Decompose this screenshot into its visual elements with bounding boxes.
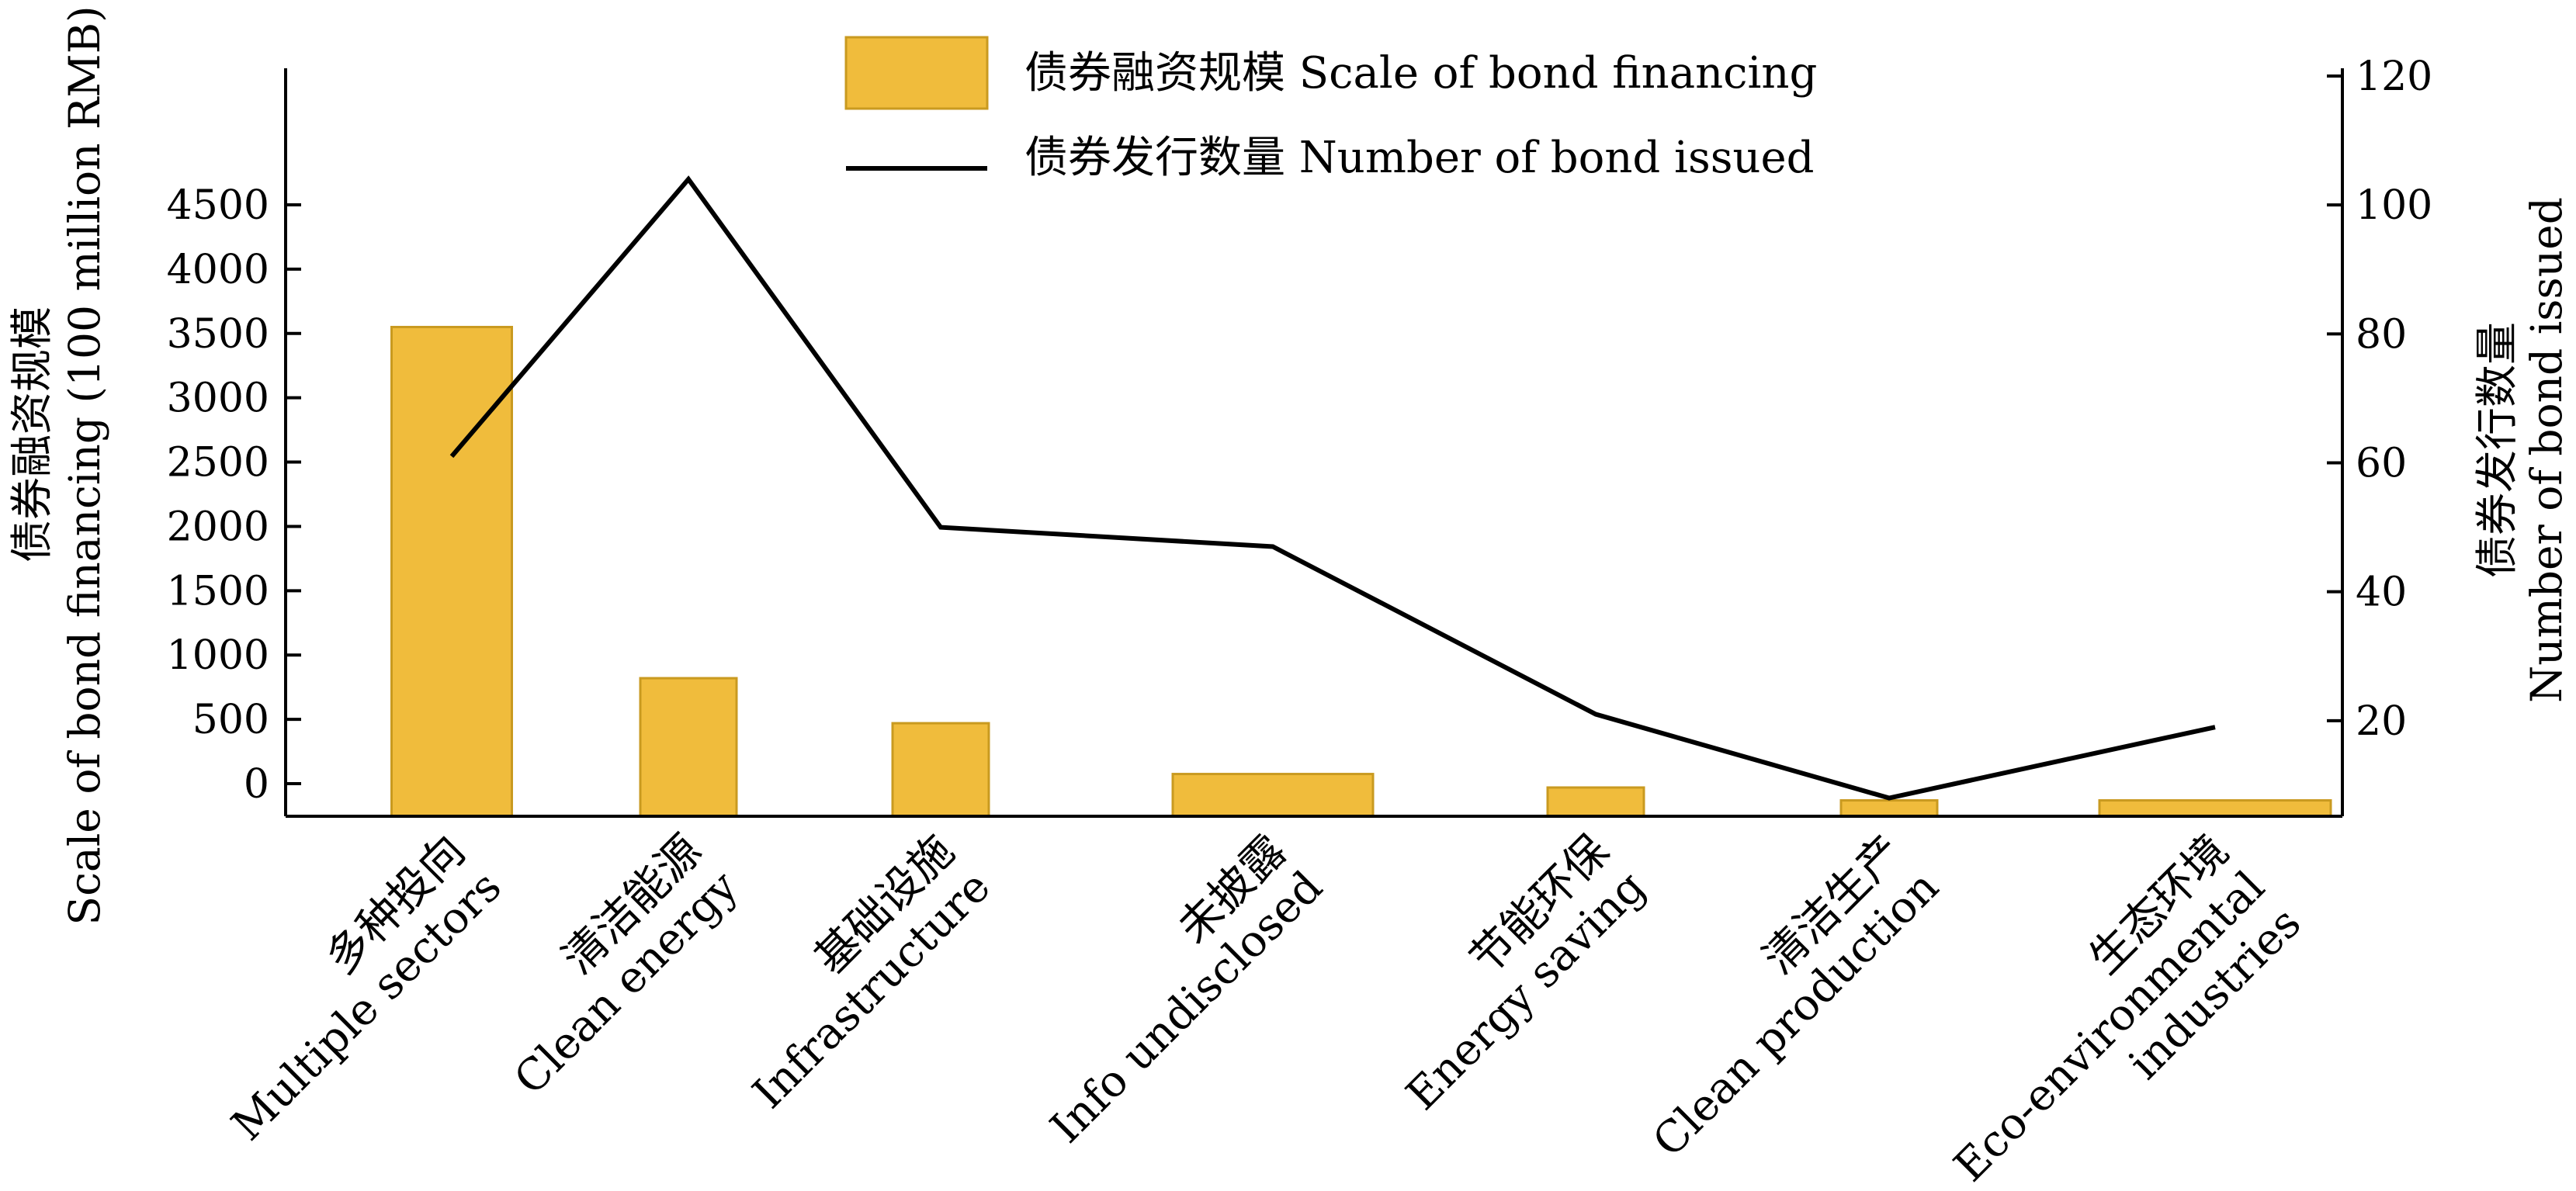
category-en-label: Eco-environmental xyxy=(1944,862,2274,1191)
line-series-layer xyxy=(449,175,2216,801)
bar-2 xyxy=(639,677,738,818)
left-tick-label-8: 4000 xyxy=(167,247,269,293)
legend-bar-swatch xyxy=(844,36,989,110)
right-axis-title-en: Number of bond issued xyxy=(2522,197,2571,703)
bar-7 xyxy=(2098,799,2332,818)
left-tick-label-2: 1000 xyxy=(167,632,269,679)
left-tick-label-4: 2000 xyxy=(167,504,269,550)
bar-1 xyxy=(390,325,513,818)
right-tick-label-4: 100 xyxy=(2356,182,2432,229)
right-tick-label-1: 40 xyxy=(2356,570,2407,616)
left-axis-title-en: Scale of bond financing (100 million RMB… xyxy=(60,5,109,925)
right-axis-title: 债券发行数量 Number of bond issued xyxy=(2472,197,2571,703)
right-tick-label-0: 20 xyxy=(2356,698,2407,745)
left-tick-label-0: 0 xyxy=(244,761,269,808)
number-of-bonds-line xyxy=(449,175,2216,801)
left-tick-label-1: 500 xyxy=(192,697,269,743)
left-tick-label-7: 3500 xyxy=(167,311,269,358)
right-axis-ticks: 20 40 60 80 100 120 xyxy=(2327,54,2432,745)
left-tick-label-5: 2500 xyxy=(167,440,269,486)
right-tick-label-5: 120 xyxy=(2356,54,2432,100)
left-tick-label-9: 4500 xyxy=(167,182,269,229)
left-tick-label-3: 1500 xyxy=(167,568,269,615)
right-tick-label-3: 80 xyxy=(2356,311,2407,358)
axes xyxy=(284,68,2344,818)
bar-6 xyxy=(1839,799,1939,818)
bar-3 xyxy=(891,722,990,818)
legend: 债券融资规模 Scale of bond financing 债券发行数量 Nu… xyxy=(844,36,1817,183)
bar-5 xyxy=(1546,786,1645,818)
right-axis-title-cn: 债券发行数量 xyxy=(2472,322,2522,578)
legend-bar-label: 债券融资规模 Scale of bond financing xyxy=(1025,48,1817,99)
left-tick-label-6: 3000 xyxy=(167,376,269,422)
legend-line-label: 债券发行数量 Number of bond issued xyxy=(1025,133,1815,183)
right-tick-label-2: 60 xyxy=(2356,441,2407,487)
left-axis-title-cn: 债券融资规模 xyxy=(7,306,57,563)
left-axis-title: 债券融资规模 Scale of bond financing (100 mill… xyxy=(7,5,109,925)
left-axis-ticks: 0 500 1000 1500 2000 2500 3000 3500 4000 4500 xyxy=(167,182,301,808)
bar-series xyxy=(390,325,2332,818)
bar-4 xyxy=(1171,773,1375,818)
